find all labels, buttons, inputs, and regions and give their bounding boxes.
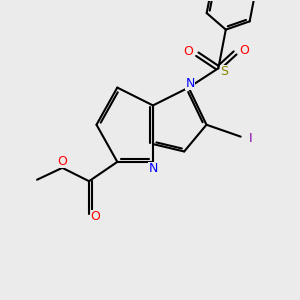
Text: O: O [240, 44, 250, 57]
Text: N: N [148, 162, 158, 175]
Text: O: O [183, 45, 193, 58]
Text: O: O [57, 155, 67, 168]
Text: I: I [249, 132, 253, 145]
Text: O: O [91, 210, 100, 224]
Text: S: S [220, 65, 228, 78]
Text: N: N [185, 76, 195, 90]
